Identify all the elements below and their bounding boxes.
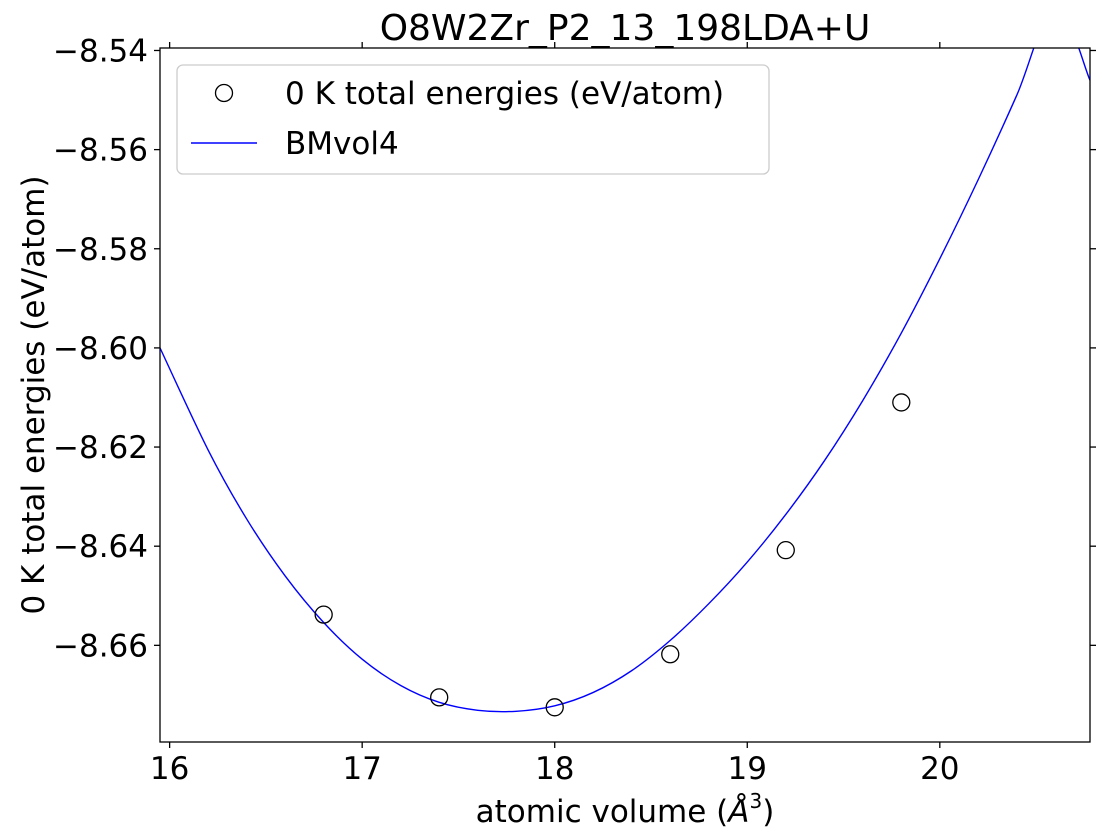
data-markers-layer	[314, 393, 911, 717]
x-axis-ticks: 16 17 18 19 20	[150, 42, 960, 787]
legend-marker-icon	[214, 83, 234, 103]
energy-data-point	[430, 688, 449, 707]
x-axis-title-text: atomic volume (	[476, 794, 729, 830]
fit-curve-layer	[160, 48, 1090, 713]
legend-box	[176, 64, 770, 175]
legend: 0 K total energies (eV/atom) BMvol4	[176, 64, 770, 175]
x-tick-label: 19	[728, 751, 767, 787]
x-tick-label: 16	[150, 751, 189, 787]
y-tick-label: −8.64	[53, 529, 148, 565]
y-axis-title: 0 K total energies (eV/atom)	[16, 175, 52, 614]
bmvol4-fit-line	[160, 48, 1090, 713]
y-tick-label: −8.56	[53, 133, 148, 169]
plot-frame	[159, 47, 1091, 743]
x-tick-label: 18	[535, 751, 574, 787]
energy-data-point	[545, 698, 564, 717]
y-tick-label: −8.66	[53, 628, 148, 664]
x-tick-label: 17	[342, 751, 381, 787]
x-axis-title-close: )	[762, 794, 774, 830]
energy-data-point	[776, 541, 795, 560]
y-tick-label: −8.62	[53, 430, 148, 466]
energy-data-point	[314, 605, 333, 624]
chart-title: O8W2Zr_P2_13_198LDA+U	[380, 8, 871, 49]
y-tick-label: −8.58	[53, 232, 148, 268]
x-axis-title: atomic volume (Å3)	[476, 789, 775, 830]
x-axis-title-unit: Å	[726, 794, 749, 830]
y-axis-ticks: −8.66 −8.64 −8.62 −8.60 −8.58 −8.56 −8.54	[53, 33, 1096, 664]
y-tick-label: −8.60	[53, 331, 148, 367]
x-axis-title-superscript: 3	[750, 789, 763, 813]
x-tick-label: 20	[920, 751, 959, 787]
legend-label-fit: BMvol4	[285, 126, 399, 162]
energy-data-point	[661, 645, 680, 664]
legend-label-energies: 0 K total energies (eV/atom)	[285, 76, 724, 112]
energy-data-point	[892, 393, 911, 412]
y-tick-label: −8.54	[53, 33, 148, 69]
